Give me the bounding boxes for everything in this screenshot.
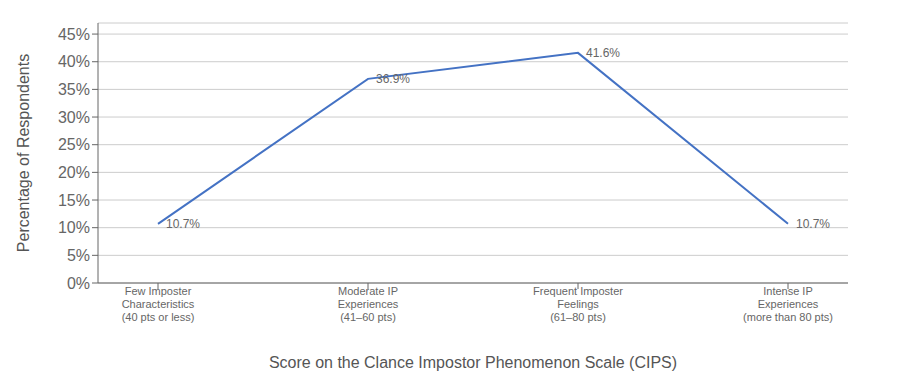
svg-text:35%: 35% xyxy=(58,81,90,98)
svg-text:10.7%: 10.7% xyxy=(796,217,830,231)
svg-text:Score on the Clance Impostor P: Score on the Clance Impostor Phenomenon … xyxy=(269,354,677,371)
svg-text:25%: 25% xyxy=(58,136,90,153)
svg-text:Frequent ImposterFeelings(61–8: Frequent ImposterFeelings(61–80 pts) xyxy=(533,285,623,323)
svg-text:10%: 10% xyxy=(58,219,90,236)
svg-text:40%: 40% xyxy=(58,53,90,70)
svg-text:5%: 5% xyxy=(67,247,90,264)
svg-text:45%: 45% xyxy=(58,26,90,43)
svg-text:0%: 0% xyxy=(67,275,90,292)
svg-text:30%: 30% xyxy=(58,109,90,126)
svg-text:Intense IPExperiences(more tha: Intense IPExperiences(more than 80 pts) xyxy=(743,285,833,323)
svg-text:41.6%: 41.6% xyxy=(586,46,620,60)
svg-text:Few ImposterCharacteristics(40: Few ImposterCharacteristics(40 pts or le… xyxy=(122,285,195,323)
svg-text:15%: 15% xyxy=(58,192,90,209)
svg-text:Percentage of Respondents: Percentage of Respondents xyxy=(15,54,32,252)
svg-text:10.7%: 10.7% xyxy=(166,217,200,231)
svg-text:Moderate IPExperiences(41–60 p: Moderate IPExperiences(41–60 pts) xyxy=(338,285,399,323)
svg-text:36.9%: 36.9% xyxy=(376,72,410,86)
svg-text:20%: 20% xyxy=(58,164,90,181)
